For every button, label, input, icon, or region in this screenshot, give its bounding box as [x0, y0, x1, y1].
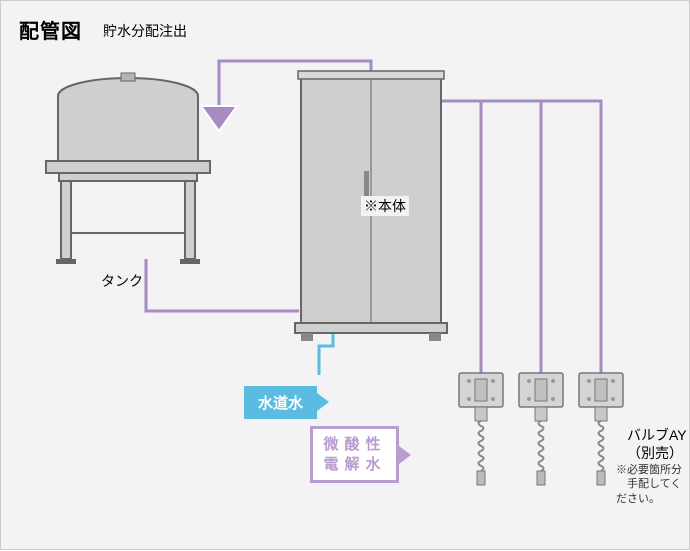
label-tank: タンク — [101, 271, 143, 291]
label-body: ※本体 — [361, 196, 409, 216]
valve-2 — [519, 373, 563, 485]
tank-unit — [46, 73, 210, 264]
tag-water: 水道水 — [244, 386, 317, 419]
label-valve-sub: （別売） — [627, 443, 683, 463]
tag-acid: 微酸性 電解水 — [310, 426, 399, 483]
tag-acid-l2: 電解水 — [323, 456, 386, 473]
arrow-into-tank — [201, 106, 237, 131]
valve-1 — [459, 373, 503, 485]
diagram-canvas: 配管図 貯水分配注出 — [0, 0, 690, 550]
pipe-body-to-valves-main — [441, 101, 601, 373]
tag-water-text: 水道水 — [258, 395, 303, 412]
note-line2: 手配してください。 — [616, 477, 689, 508]
pipe-tank-to-body — [146, 259, 299, 311]
tag-acid-l1: 微酸性 — [323, 436, 386, 453]
pipe-water-in — [319, 333, 333, 375]
label-valve: バルブAY — [627, 425, 687, 445]
